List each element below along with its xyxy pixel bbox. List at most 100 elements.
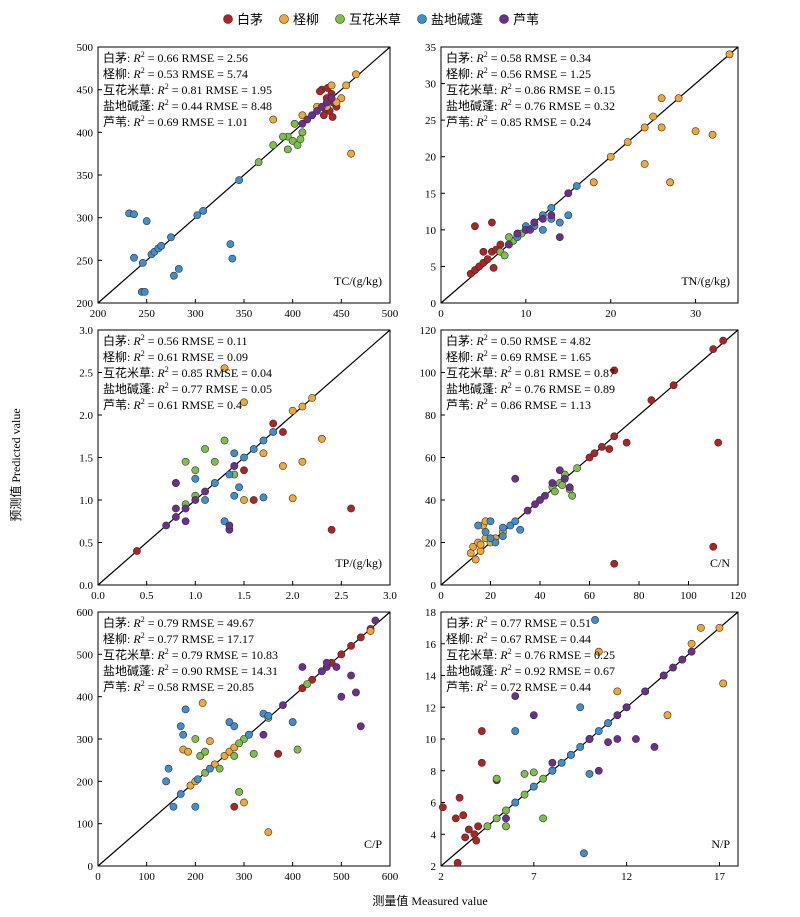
data-point <box>181 504 190 513</box>
y-tick-label: 100 <box>77 819 94 831</box>
rmse-value: 0.09 <box>227 350 248 364</box>
rmse-value: 1.25 <box>570 67 591 81</box>
data-point <box>254 158 263 167</box>
data-point <box>590 449 599 458</box>
y-tick-label: 100 <box>420 368 437 380</box>
panel-label: C/N <box>710 556 730 570</box>
data-point <box>547 204 556 212</box>
data-point <box>674 94 683 103</box>
r2-value: 0.61 <box>157 398 178 412</box>
data-point <box>176 790 185 798</box>
y-tick-label: 300 <box>77 734 94 746</box>
r2-equals: = <box>488 616 501 630</box>
data-point <box>235 739 244 748</box>
stats-species: 芦苇 <box>103 115 127 129</box>
data-point <box>516 525 525 534</box>
r2-equals: = <box>169 664 182 678</box>
stats-species: 盐地碱蓬 <box>446 664 494 678</box>
r2-symbol: R <box>156 99 165 113</box>
r2-equals: = <box>488 115 501 129</box>
rmse-value: 1.65 <box>570 350 591 364</box>
data-point <box>511 727 520 735</box>
r2-symbol: R <box>499 648 508 662</box>
x-tick-label: 40 <box>535 590 547 602</box>
data-point <box>313 107 321 115</box>
stats-line: 互花米草: R2 = 0.79 RMSE = 10.83 <box>103 647 278 662</box>
r2-symbol: R <box>475 632 484 646</box>
stats-line: 芦苇: R2 = 0.86 RMSE = 1.13 <box>446 397 591 412</box>
data-point <box>235 483 244 492</box>
data-point <box>191 466 200 475</box>
data-point <box>215 764 224 773</box>
data-point <box>576 703 585 712</box>
y-tick-label: 2 <box>431 861 437 873</box>
stats-species: 白茅 <box>103 333 127 348</box>
data-point <box>632 735 640 743</box>
r2-superscript: 2 <box>141 615 145 624</box>
x-tick-label: 20 <box>605 308 617 320</box>
data-point <box>201 747 209 756</box>
rmse-label: RMSE = <box>202 83 250 97</box>
r2-equals: = <box>512 366 525 380</box>
data-point <box>474 521 483 530</box>
data-point <box>455 793 464 802</box>
r2-value: 0.67 <box>500 632 521 646</box>
r2-value: 0.85 <box>181 366 202 380</box>
data-point <box>471 222 479 231</box>
data-point <box>557 758 566 767</box>
panels: 200 250 300 350 400 450 5002002503003504004505… <box>77 42 747 883</box>
stats-line: 白茅: R2 = 0.58 RMSE = 0.34 <box>446 50 591 65</box>
stats-species: 盐地碱蓬 <box>103 99 151 113</box>
r2-superscript: 2 <box>484 114 488 123</box>
data-point <box>606 152 615 161</box>
data-point <box>191 802 200 811</box>
panel-label: TC/(g/kg) <box>334 274 382 288</box>
data-point <box>225 470 234 479</box>
data-point <box>459 811 468 820</box>
data-point <box>623 138 632 146</box>
data-point <box>641 687 650 696</box>
stats-species: 互花米草 <box>103 82 151 97</box>
data-point <box>555 466 564 475</box>
rmse-label: RMSE = <box>178 680 226 694</box>
data-point <box>585 453 594 462</box>
r2-superscript: 2 <box>141 50 145 59</box>
r2-equals: = <box>488 680 501 694</box>
r2-value: 0.61 <box>157 350 178 364</box>
data-point <box>240 398 248 407</box>
data-point <box>541 491 549 500</box>
data-point <box>193 211 202 220</box>
rmse-value: 0.25 <box>594 648 615 662</box>
data-point <box>317 667 326 676</box>
data-point <box>622 703 631 712</box>
data-point <box>240 798 248 807</box>
x-tick-label: 3.0 <box>383 590 397 602</box>
y-tick-label: 250 <box>77 255 94 267</box>
scatter-panel: 0 100 200 300 400 500 600 0 100 200 300 400 500 600 白茅… <box>77 607 399 883</box>
data-point <box>589 178 598 187</box>
stats-line: 互花米草: R2 = 0.86 RMSE = 0.15 <box>446 82 615 97</box>
stats-sep: : <box>127 616 133 630</box>
y-tick-label: 200 <box>77 298 94 310</box>
data-point <box>564 189 573 198</box>
stats-species: 柽柳 <box>446 350 470 364</box>
stats-species: 白茅 <box>446 333 470 348</box>
data-point <box>502 822 510 831</box>
rmse-value: 0.15 <box>594 83 615 97</box>
data-point <box>303 680 312 688</box>
data-point <box>513 229 522 238</box>
stats-line: 白茅: R2 = 0.77 RMSE = 0.51 <box>446 615 591 630</box>
stats-sep: : <box>470 616 476 630</box>
data-point <box>709 542 718 551</box>
stats-species: 柽柳 <box>446 632 470 646</box>
data-point <box>298 402 307 411</box>
x-tick-label: 500 <box>333 871 350 883</box>
stats-sep: : <box>470 350 476 364</box>
r2-equals: = <box>488 398 501 412</box>
data-point <box>613 711 622 720</box>
